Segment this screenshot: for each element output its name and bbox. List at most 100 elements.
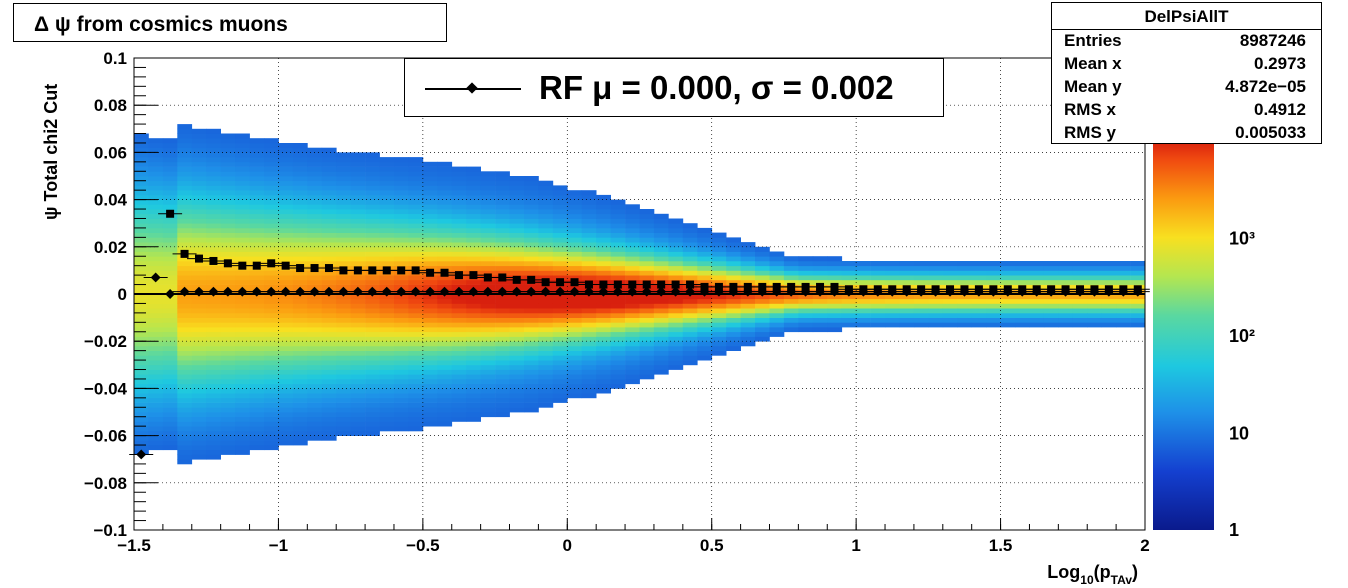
heatmap-cell: [495, 204, 510, 210]
heatmap-cell: [567, 364, 583, 370]
heatmap-cell: [422, 345, 438, 351]
heatmap-cell: [466, 402, 481, 408]
heatmap-cell: [336, 388, 351, 394]
heatmap-cell: [625, 242, 640, 248]
heatmap-cell: [379, 379, 395, 385]
heatmap-cell: [986, 294, 1001, 300]
heatmap-cell: [264, 345, 279, 351]
heatmap-cell: [524, 336, 539, 342]
square-point: [743, 282, 752, 291]
heatmap-cell: [148, 157, 164, 163]
heatmap-cell: [292, 430, 308, 436]
heatmap-cell: [495, 336, 510, 342]
square-point: [238, 261, 247, 270]
heatmap-cell: [278, 279, 294, 285]
heatmap-cell: [278, 308, 294, 314]
heatmap-cell: [292, 185, 308, 191]
heatmap-cell: [581, 199, 597, 205]
x-tick-label: 1: [851, 536, 860, 555]
heatmap-cell: [148, 397, 164, 403]
heatmap-cell: [379, 261, 395, 267]
heatmap-cell: [899, 261, 915, 267]
heatmap-cell: [408, 350, 424, 356]
diamond-point: [656, 286, 667, 297]
heatmap-cell: [148, 383, 164, 389]
heatmap-cell: [365, 185, 380, 191]
heatmap-cell: [177, 379, 193, 385]
heatmap-cell: [870, 261, 886, 267]
heatmap-cell: [755, 261, 770, 267]
heatmap-cell: [480, 279, 496, 285]
heatmap-cell: [538, 251, 554, 257]
heatmap-cell: [350, 161, 366, 167]
heatmap-cell: [697, 341, 713, 347]
heatmap-cell: [408, 218, 424, 224]
diamond-point: [627, 286, 638, 297]
heatmap-cell: [307, 204, 323, 210]
heatmap-cell: [841, 322, 857, 328]
heatmap-cell: [191, 350, 207, 356]
heatmap-cell: [264, 171, 279, 177]
heatmap-cell: [596, 256, 611, 262]
heatmap-cell: [567, 374, 583, 380]
heatmap-cell: [365, 322, 380, 328]
heatmap-cell: [235, 412, 250, 418]
heatmap-cell: [206, 388, 221, 394]
heatmap-cell: [408, 355, 424, 361]
heatmap-cell: [451, 364, 467, 370]
heatmap-cell: [162, 275, 178, 281]
heatmap-cell: [451, 416, 467, 422]
heatmap-cell: [581, 294, 597, 300]
heatmap-cell: [336, 322, 351, 328]
heatmap-cell: [336, 256, 351, 262]
stats-row-entries: Entries 8987246: [1064, 31, 1306, 53]
heatmap-cell: [394, 355, 409, 361]
heatmap-cell: [278, 275, 294, 281]
heatmap-cell: [509, 327, 525, 333]
heatmap-cell: [466, 261, 481, 267]
heatmap-cell: [321, 345, 337, 351]
heatmap-cell: [206, 421, 221, 427]
heatmap-cell: [639, 345, 655, 351]
heatmap-cell: [408, 322, 424, 328]
heatmap-cell: [177, 256, 193, 262]
heatmap-cell: [206, 279, 221, 285]
heatmap-cell: [134, 246, 149, 252]
diamond-point: [309, 286, 320, 297]
square-point: [1047, 285, 1056, 294]
heatmap-cell: [668, 298, 684, 304]
heatmap-cell: [596, 327, 611, 333]
colorbar: [1153, 140, 1214, 530]
heatmap-cell: [422, 256, 438, 262]
heatmap-cell: [466, 166, 481, 172]
heatmap-cell: [827, 327, 843, 333]
heatmap-cell: [350, 369, 366, 375]
stats-value: 4.872e−05: [1225, 77, 1306, 96]
heatmap-cell: [264, 199, 279, 205]
heatmap-cell: [726, 312, 741, 318]
heatmap-cell: [365, 227, 380, 233]
heatmap-cell: [1000, 322, 1016, 328]
heatmap-cell: [1015, 279, 1030, 285]
square-point: [974, 285, 983, 294]
heatmap-cell: [422, 275, 438, 281]
heatmap-cell: [408, 185, 424, 191]
heatmap-cell: [610, 331, 626, 337]
heatmap-cell: [841, 279, 857, 285]
heatmap-cell: [134, 194, 149, 200]
heatmap-cell: [321, 430, 337, 436]
heatmap-cell: [596, 213, 611, 219]
heatmap-cell: [1043, 261, 1059, 267]
heatmap-cell: [610, 364, 626, 370]
heatmap-cell: [552, 194, 568, 200]
heatmap-cell: [134, 312, 149, 318]
heatmap-cell: [986, 303, 1001, 309]
heatmap-cell: [1116, 275, 1131, 281]
heatmap-cell: [495, 360, 510, 366]
heatmap-cell: [278, 223, 294, 229]
heatmap-cell: [480, 379, 496, 385]
heatmap-cell: [466, 312, 481, 318]
heatmap-cell: [177, 171, 193, 177]
heatmap-cell: [1029, 270, 1045, 276]
